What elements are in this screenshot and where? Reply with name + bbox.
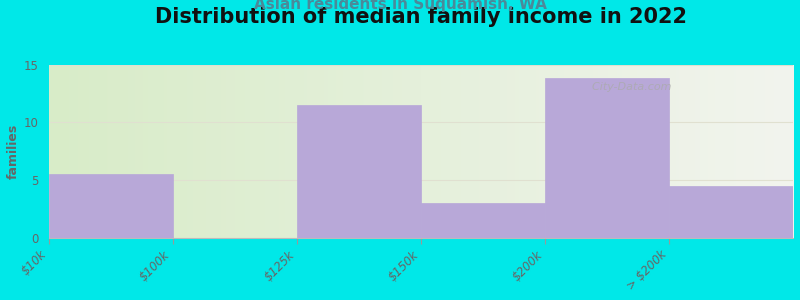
Bar (297, 105, 421, 238)
Title: Distribution of median family income in 2022: Distribution of median family income in … (155, 7, 687, 27)
Bar (545, 79, 669, 238)
Bar (669, 186, 793, 238)
Text: City-Data.com: City-Data.com (585, 82, 671, 92)
Text: Asian residents in Suquamish, WA: Asian residents in Suquamish, WA (254, 0, 546, 12)
Bar (49, 174, 173, 238)
Bar (421, 203, 545, 238)
Y-axis label: families: families (7, 124, 20, 179)
